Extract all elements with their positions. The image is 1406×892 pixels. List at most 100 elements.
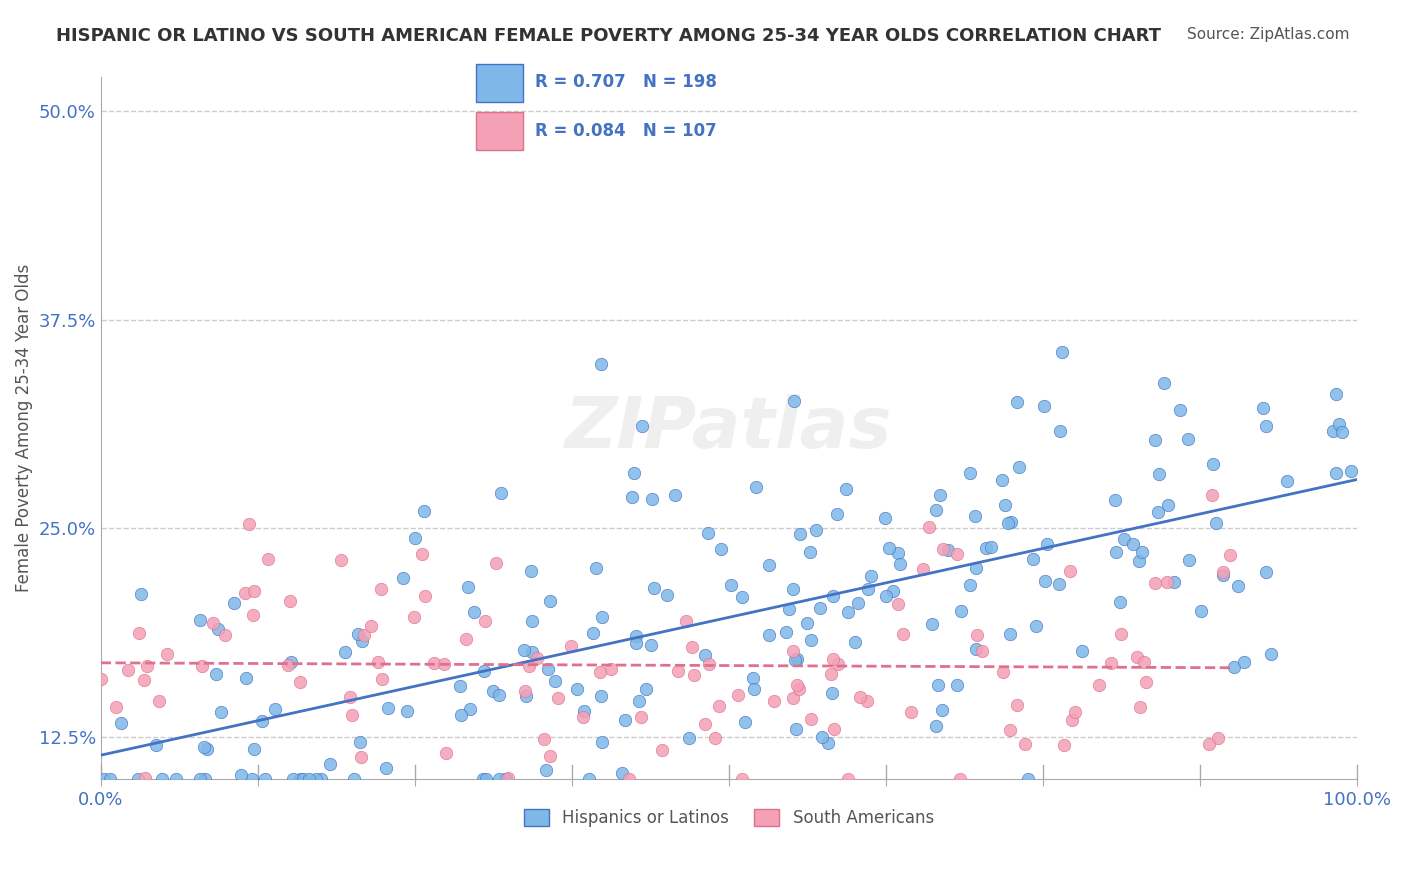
Point (821, 686, 844, 700)
Point (343, 772, 366, 786)
Point (820, 666, 842, 681)
Point (799, 545, 821, 559)
Point (1147, 505, 1170, 519)
Point (242, 607, 264, 622)
Point (1326, 387, 1348, 401)
Point (927, 678, 949, 692)
Point (485, 556, 508, 570)
Point (856, 694, 879, 708)
Point (778, 602, 800, 616)
Point (965, 642, 987, 657)
Point (997, 516, 1019, 531)
Point (1212, 567, 1234, 582)
Point (1233, 655, 1256, 669)
Point (571, 710, 593, 724)
Point (655, 588, 678, 602)
Point (887, 546, 910, 560)
Point (585, 560, 607, 574)
Point (1126, 650, 1149, 665)
Point (472, 664, 495, 678)
Point (333, 645, 356, 659)
Point (945, 547, 967, 561)
Point (630, 710, 652, 724)
Point (205, 666, 228, 681)
Point (533, 731, 555, 746)
Point (1144, 576, 1167, 591)
Point (488, 772, 510, 786)
Point (93, 772, 115, 786)
Text: Source: ZipAtlas.com: Source: ZipAtlas.com (1187, 27, 1350, 42)
Point (627, 694, 650, 708)
Point (1022, 552, 1045, 566)
Point (823, 722, 845, 736)
Point (222, 596, 245, 610)
Point (1324, 467, 1347, 481)
Point (1147, 467, 1170, 481)
Point (1201, 488, 1223, 502)
Point (346, 627, 368, 641)
Point (449, 679, 471, 693)
Point (240, 772, 263, 786)
Point (1219, 548, 1241, 562)
Point (945, 678, 967, 692)
Text: R = 0.707   N = 198: R = 0.707 N = 198 (534, 73, 717, 91)
Point (278, 594, 301, 608)
Point (193, 739, 215, 754)
Point (626, 636, 648, 650)
Point (145, 738, 167, 752)
Point (134, 771, 156, 785)
Point (1017, 772, 1039, 786)
Point (882, 584, 904, 599)
Point (835, 482, 858, 496)
Point (330, 553, 353, 567)
Point (925, 719, 948, 733)
FancyBboxPatch shape (475, 64, 523, 102)
Point (762, 693, 785, 707)
Point (1122, 537, 1144, 551)
Point (339, 690, 361, 704)
Point (135, 659, 157, 673)
Point (589, 689, 612, 703)
Point (789, 527, 811, 541)
Point (825, 507, 848, 521)
Point (290, 772, 312, 786)
Point (617, 772, 640, 786)
Point (349, 735, 371, 749)
Point (1340, 464, 1362, 478)
Point (783, 394, 806, 409)
Point (783, 653, 806, 667)
Point (522, 615, 544, 629)
Point (966, 628, 988, 642)
Point (1070, 643, 1092, 657)
Point (288, 675, 311, 690)
Point (1177, 432, 1199, 446)
Point (350, 749, 373, 764)
Point (371, 673, 394, 687)
Point (1049, 425, 1071, 439)
Point (918, 519, 941, 533)
Point (1105, 545, 1128, 559)
Point (875, 589, 897, 603)
Point (678, 731, 700, 745)
Point (1198, 738, 1220, 752)
Point (513, 642, 536, 657)
Point (965, 561, 987, 575)
Point (848, 690, 870, 705)
Point (1157, 498, 1180, 512)
Point (800, 633, 823, 648)
Point (821, 589, 844, 603)
Point (1059, 564, 1081, 578)
Point (787, 682, 810, 697)
Point (697, 657, 720, 671)
Point (319, 756, 342, 771)
Point (837, 772, 859, 786)
Point (1153, 376, 1175, 391)
Point (404, 531, 426, 545)
Point (911, 561, 934, 575)
Point (1135, 674, 1157, 689)
Point (991, 473, 1014, 487)
Point (796, 615, 818, 630)
Point (873, 511, 896, 525)
Point (925, 503, 948, 517)
Point (165, 772, 187, 786)
